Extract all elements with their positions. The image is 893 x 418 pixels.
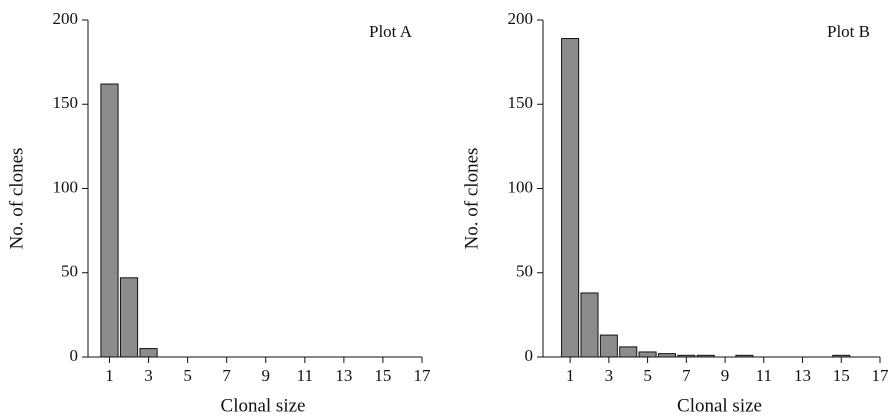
x-tick-label: 7 <box>222 366 231 385</box>
bar <box>599 334 618 358</box>
x-tick-label: 15 <box>833 366 850 385</box>
x-tick-label: 3 <box>605 366 614 385</box>
x-tick-label: 9 <box>721 366 730 385</box>
y-tick-label: 0 <box>525 346 534 365</box>
bar <box>832 354 851 358</box>
y-tick-label: 50 <box>61 262 78 281</box>
x-tick-label: 13 <box>335 366 352 385</box>
bar <box>657 353 676 358</box>
x-tick-label: 9 <box>261 366 270 385</box>
x-axis-label: Clonal size <box>677 395 762 416</box>
bar <box>119 277 139 358</box>
bar <box>638 351 657 358</box>
bar <box>561 38 580 358</box>
bar <box>677 354 696 358</box>
x-tick-label: 1 <box>105 366 114 385</box>
y-tick-label: 100 <box>508 177 534 196</box>
y-tick-label: 50 <box>516 262 533 281</box>
y-tick-label: 200 <box>508 9 534 28</box>
chart-title: Plot B <box>827 22 870 41</box>
y-tick-label: 100 <box>53 177 79 196</box>
x-tick-label: 3 <box>144 366 153 385</box>
x-tick-label: 17 <box>872 366 890 385</box>
x-tick-label: 11 <box>297 366 313 385</box>
x-tick-label: 17 <box>414 366 432 385</box>
bar <box>735 354 754 358</box>
y-tick-label: 150 <box>53 93 79 112</box>
x-tick-label: 5 <box>643 366 652 385</box>
x-tick-label: 13 <box>794 366 811 385</box>
y-tick-label: 150 <box>508 93 534 112</box>
bar <box>100 83 119 358</box>
y-tick-label: 0 <box>70 346 79 365</box>
chart-title: Plot A <box>369 22 413 41</box>
y-axis-label: No. of clones <box>6 148 27 250</box>
x-tick-label: 1 <box>566 366 575 385</box>
x-tick-label: 15 <box>374 366 391 385</box>
y-tick-label: 200 <box>53 9 79 28</box>
x-tick-label: 11 <box>756 366 772 385</box>
x-tick-label: 5 <box>183 366 192 385</box>
y-axis-label: No. of clones <box>461 148 482 250</box>
x-tick-label: 7 <box>682 366 691 385</box>
bar <box>619 346 638 358</box>
bar <box>580 292 599 358</box>
x-axis-label: Clonal size <box>221 395 306 416</box>
bar <box>139 348 158 358</box>
bar <box>696 354 715 358</box>
